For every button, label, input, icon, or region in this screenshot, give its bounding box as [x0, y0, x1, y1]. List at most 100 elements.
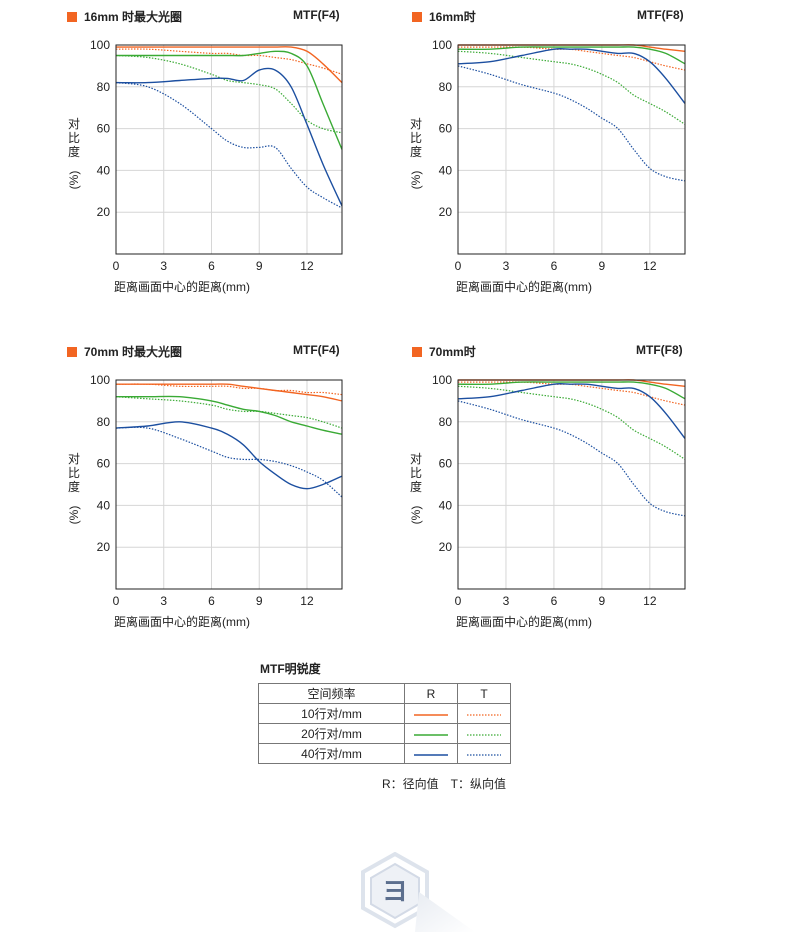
x-tick-label: 9: [256, 594, 263, 608]
series-line: [457, 383, 686, 439]
x-tick-label: 3: [160, 594, 167, 608]
series-line: [457, 385, 686, 460]
y-axis-label-char: 比: [68, 131, 80, 145]
y-tick-label: 20: [97, 540, 111, 554]
panel-condition: MTF(F8): [637, 8, 684, 22]
legend-solid-swatch: [404, 743, 458, 764]
series-line: [116, 395, 343, 435]
watermark-logo-icon: ヨ: [361, 852, 475, 932]
legend-row-10: 10行对/mm: [258, 703, 511, 724]
series-line: [457, 46, 686, 65]
y-tick-label: 80: [439, 415, 453, 429]
legend-table: 空间频率 R T 10行对/mm 20行对/mm 40行对/mm: [258, 683, 511, 764]
legend-dotted-swatch: [457, 723, 511, 744]
x-tick-label: 6: [551, 259, 558, 273]
mtf-chart-4: 20 40 60 80 100 0 3 6 9 12 距离画面中心的距离(mm) 对比度 (%): [409, 373, 686, 629]
legend-header-frequency: 空间频率: [258, 683, 405, 704]
series-line: [116, 383, 343, 402]
panel-condition: MTF(F8): [636, 343, 683, 357]
series-line: [115, 383, 343, 396]
orange-square-icon: [67, 12, 77, 22]
y-axis-label-char: 对: [68, 452, 80, 466]
logo-glyph: ヨ: [382, 876, 408, 906]
panel-header-2: 16mm时 MTF(F8): [412, 8, 692, 24]
legend-solid-swatch: [404, 703, 458, 724]
series-line: [457, 48, 686, 104]
x-tick-label: 12: [300, 259, 314, 273]
series-line: [115, 426, 343, 498]
y-tick-label: 60: [439, 457, 453, 471]
mtf-chart-1: 20 40 60 80 100 0 3 6 9 12 距离画面中心的距离(mm) 对比度 (%): [67, 38, 343, 294]
series-line: [457, 381, 686, 406]
series-line: [116, 50, 343, 150]
series-line: [458, 44, 686, 52]
legend-title: MTF明锐度: [260, 662, 321, 676]
series-line: [115, 46, 343, 84]
y-tick-label: 20: [97, 205, 111, 219]
series-line: [457, 379, 686, 387]
series-line: [115, 67, 343, 207]
orange-square-icon: [67, 347, 77, 357]
panel-title: 70mm时: [429, 345, 476, 359]
plot-frame: [457, 379, 686, 590]
x-tick-label: 0: [113, 259, 120, 273]
y-tick-label: 100: [90, 38, 110, 52]
panel-condition: MTF(F4): [293, 343, 340, 357]
plot-frame: [457, 44, 686, 255]
series-line: [115, 82, 343, 209]
x-tick-label: 6: [551, 594, 558, 608]
x-tick-label: 9: [599, 259, 606, 273]
legend-header-row: 空间频率 R T: [258, 683, 511, 704]
legend-row-label: 10行对/mm: [258, 703, 405, 724]
series-line: [457, 46, 686, 71]
series-line: [457, 65, 686, 182]
series-line: [115, 396, 343, 429]
y-axis-label-char: 度: [410, 479, 422, 494]
x-tick-label: 6: [208, 259, 215, 273]
x-tick-label: 0: [455, 594, 462, 608]
x-tick-label: 3: [503, 259, 510, 273]
orange-square-icon: [412, 12, 422, 22]
y-tick-label: 100: [90, 373, 110, 387]
y-axis-unit: (%): [409, 506, 423, 525]
y-axis-unit: (%): [409, 171, 423, 190]
legend-row-label: 20行对/mm: [258, 723, 405, 744]
y-tick-label: 20: [439, 205, 453, 219]
legend-row-label: 40行对/mm: [258, 743, 405, 764]
legend-row-40: 40行对/mm: [258, 743, 511, 764]
legend-note: R：径向值 T：纵向值: [382, 777, 506, 791]
y-tick-label: 60: [97, 457, 111, 471]
y-axis-label-char: 度: [68, 479, 80, 494]
legend-header-r: R: [404, 683, 458, 704]
series-line: [457, 50, 686, 125]
series-line: [115, 421, 343, 490]
panel-header-3: 70mm 时最大光圈 MTF(F4): [67, 343, 347, 359]
legend-dotted-swatch: [457, 703, 511, 724]
x-tick-label: 9: [599, 594, 606, 608]
y-tick-label: 20: [439, 540, 453, 554]
x-axis-label: 距离画面中心的距离(mm): [456, 614, 592, 629]
panel-condition: MTF(F4): [293, 8, 340, 22]
y-axis-unit: (%): [67, 171, 81, 190]
panel-title: 16mm 时最大光圈: [84, 10, 183, 24]
x-tick-label: 0: [455, 259, 462, 273]
y-tick-label: 40: [439, 498, 453, 512]
x-tick-label: 9: [256, 259, 263, 273]
series-line: [457, 400, 686, 517]
y-axis-label-char: 度: [68, 144, 80, 159]
plot-frame: [115, 44, 343, 255]
legend-solid-swatch: [404, 723, 458, 744]
y-axis-label-char: 对: [410, 452, 422, 466]
x-tick-label: 0: [113, 594, 120, 608]
y-axis-unit: (%): [67, 506, 81, 525]
y-tick-label: 40: [439, 163, 453, 177]
y-axis-label-char: 度: [410, 144, 422, 159]
x-tick-label: 12: [643, 594, 657, 608]
x-tick-label: 6: [208, 594, 215, 608]
series-line: [115, 48, 343, 75]
legend-header-t: T: [457, 683, 511, 704]
series-line: [115, 54, 343, 134]
y-tick-label: 80: [97, 80, 111, 94]
y-axis-label-char: 比: [410, 466, 422, 480]
